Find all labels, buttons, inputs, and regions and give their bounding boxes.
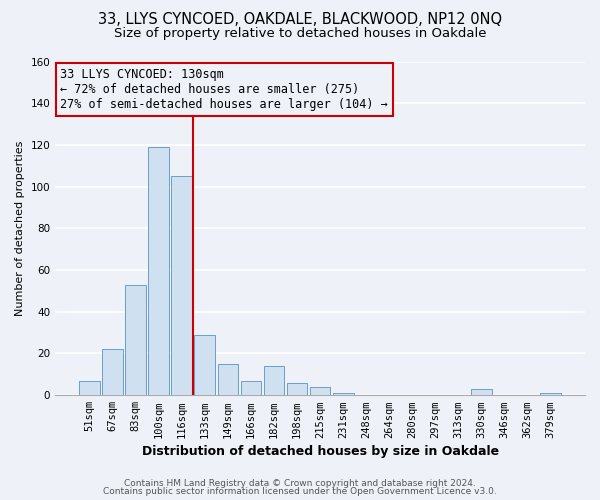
Bar: [125, 284, 146, 395]
Bar: [148, 147, 169, 395]
Bar: [102, 350, 123, 395]
Y-axis label: Number of detached properties: Number of detached properties: [15, 140, 25, 316]
Bar: [263, 366, 284, 395]
Bar: [79, 380, 100, 395]
Bar: [172, 176, 192, 395]
X-axis label: Distribution of detached houses by size in Oakdale: Distribution of detached houses by size …: [142, 444, 499, 458]
Bar: [471, 389, 492, 395]
Text: Contains HM Land Registry data © Crown copyright and database right 2024.: Contains HM Land Registry data © Crown c…: [124, 478, 476, 488]
Text: Size of property relative to detached houses in Oakdale: Size of property relative to detached ho…: [114, 28, 486, 40]
Text: 33, LLYS CYNCOED, OAKDALE, BLACKWOOD, NP12 0NQ: 33, LLYS CYNCOED, OAKDALE, BLACKWOOD, NP…: [98, 12, 502, 28]
Text: 33 LLYS CYNCOED: 130sqm
← 72% of detached houses are smaller (275)
27% of semi-d: 33 LLYS CYNCOED: 130sqm ← 72% of detache…: [61, 68, 388, 111]
Text: Contains public sector information licensed under the Open Government Licence v3: Contains public sector information licen…: [103, 487, 497, 496]
Bar: [241, 380, 262, 395]
Bar: [310, 387, 331, 395]
Bar: [218, 364, 238, 395]
Bar: [540, 393, 561, 395]
Bar: [287, 382, 307, 395]
Bar: [194, 334, 215, 395]
Bar: [333, 393, 353, 395]
